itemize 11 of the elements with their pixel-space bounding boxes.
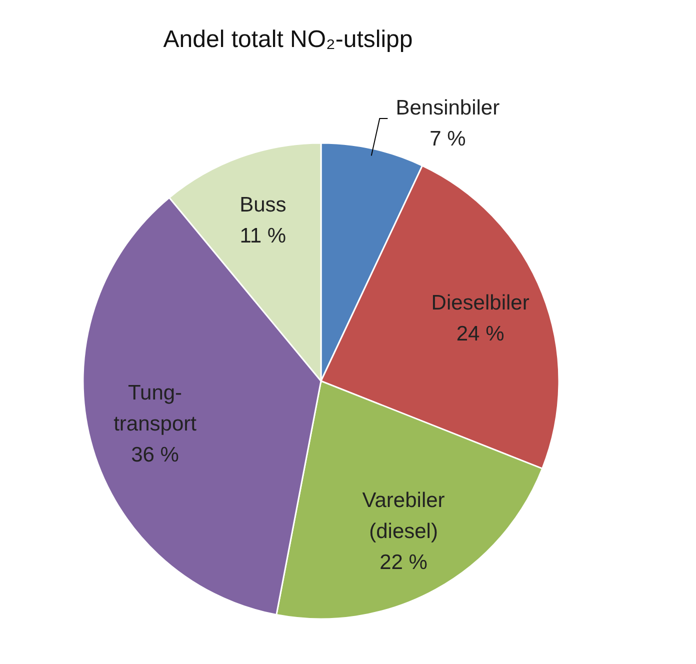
- slice-label: Tung- transport: [114, 382, 197, 436]
- slice-label: Dieselbiler: [431, 291, 530, 314]
- chart-title: Andel totalt NO₂-utslipp: [162, 26, 414, 54]
- data-label: 22 %: [380, 551, 428, 574]
- slice-label: Varebiler (diesel): [362, 489, 445, 544]
- data-label: 36 %: [131, 444, 179, 467]
- data-label: 11 %: [240, 224, 286, 248]
- data-label: 24 %: [456, 322, 504, 346]
- slice-label: Buss: [240, 193, 286, 216]
- slice-label: Bensinbiler: [396, 96, 500, 120]
- data-label: 7 %: [430, 128, 466, 151]
